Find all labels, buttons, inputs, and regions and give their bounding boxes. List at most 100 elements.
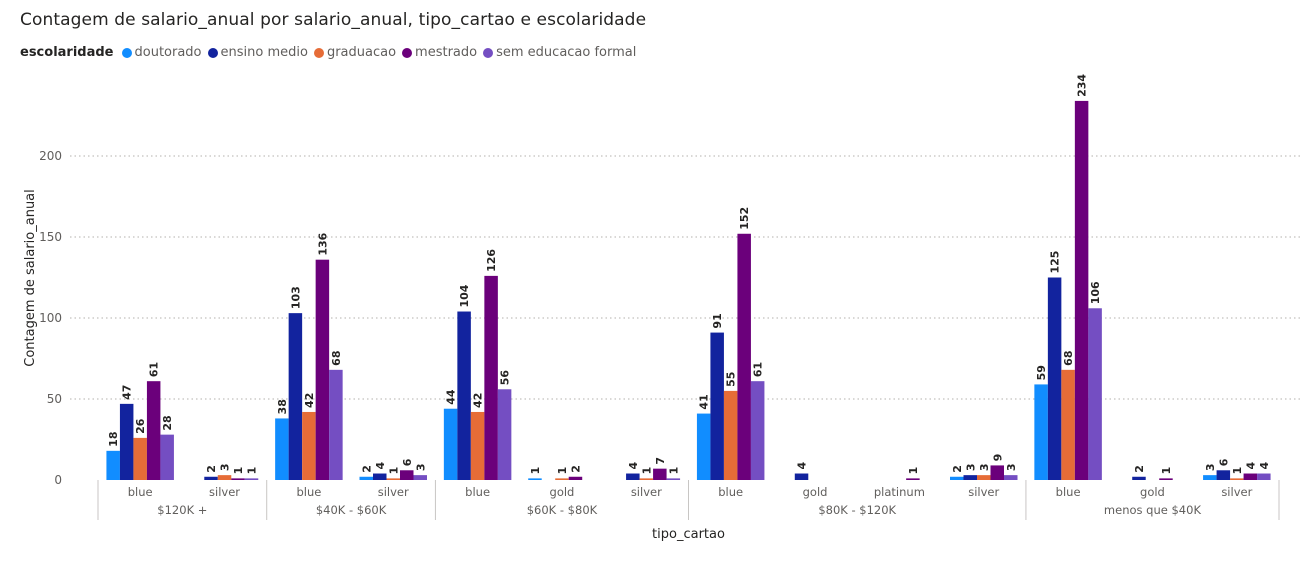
- data-label: 91: [711, 313, 724, 328]
- bar: [1243, 473, 1258, 480]
- data-label: 136: [316, 232, 329, 255]
- bar: [626, 473, 640, 480]
- x-tick-label: silver: [378, 485, 409, 499]
- data-label: 106: [1089, 281, 1102, 304]
- bar: [133, 437, 147, 480]
- data-label: 4: [796, 462, 809, 470]
- data-label: 61: [752, 362, 765, 377]
- legend-marker: [483, 47, 494, 58]
- data-label: 38: [276, 399, 289, 414]
- y-tick-label: 200: [39, 149, 62, 163]
- x-tick-label: blue: [296, 485, 321, 499]
- data-label: 126: [485, 249, 498, 272]
- bar: [275, 418, 289, 480]
- data-label: 4: [1258, 462, 1271, 470]
- bar: [950, 476, 964, 480]
- bar: [737, 233, 751, 480]
- bar: [977, 475, 991, 480]
- bar: [329, 369, 343, 480]
- y-tick-label: 50: [47, 392, 62, 406]
- data-label: 3: [1204, 463, 1217, 471]
- data-label: 68: [330, 351, 343, 366]
- data-label: 26: [134, 418, 147, 434]
- y-tick-label: 100: [39, 311, 62, 325]
- bar: [231, 478, 245, 480]
- x-tick-label: blue: [128, 485, 153, 499]
- data-label: 55: [725, 372, 738, 387]
- bar: [373, 473, 387, 480]
- bar: [106, 450, 120, 480]
- bar: [359, 476, 373, 480]
- legend-label: doutorado: [134, 45, 202, 60]
- x-tick-label: blue: [1056, 485, 1081, 499]
- bar: [315, 259, 330, 480]
- data-label: 3: [219, 463, 232, 471]
- bar: [1257, 473, 1271, 480]
- group-label: $40K - $60K: [316, 503, 387, 517]
- legend-label: mestrado: [415, 45, 478, 60]
- bar: [457, 311, 471, 480]
- bar: [413, 475, 427, 480]
- bar: [1230, 478, 1244, 480]
- legend-item[interactable]: doutorado: [121, 45, 202, 60]
- data-label: 3: [414, 463, 427, 471]
- legend-label: graduacao: [326, 45, 397, 60]
- data-label: 2: [205, 465, 218, 473]
- group-label: $80K - $120K: [818, 503, 896, 517]
- legend-marker: [121, 47, 132, 58]
- y-tick-label: 0: [54, 473, 62, 487]
- bar: [146, 381, 161, 480]
- legend: escolaridade doutorado ensino medio gradua…: [20, 45, 642, 60]
- bar: [555, 478, 569, 480]
- legend-item[interactable]: ensino medio: [207, 45, 308, 60]
- data-label: 56: [499, 370, 512, 386]
- bar: [1216, 470, 1231, 480]
- bar: [696, 413, 711, 480]
- data-label: 6: [401, 458, 414, 466]
- bar: [217, 475, 232, 480]
- data-label: 7: [654, 457, 667, 465]
- legend-label: ensino medio: [220, 45, 308, 60]
- data-label: 1: [387, 467, 400, 475]
- bar: [1159, 478, 1173, 480]
- data-label: 103: [289, 286, 302, 309]
- data-label: 1: [1231, 467, 1244, 475]
- bar: [497, 389, 512, 480]
- data-label: 6: [1217, 458, 1230, 466]
- data-label: 1: [667, 467, 680, 475]
- legend-marker: [402, 47, 413, 58]
- bar: [710, 332, 724, 480]
- x-tick-label: gold: [1140, 485, 1165, 499]
- data-label: 3: [1005, 463, 1018, 471]
- bar: [470, 411, 485, 480]
- legend-item[interactable]: sem educacao formal: [483, 45, 636, 60]
- data-label: 1: [556, 467, 569, 475]
- data-label: 42: [303, 393, 316, 408]
- legend-item[interactable]: graduacao: [313, 45, 397, 60]
- data-label: 4: [627, 462, 640, 470]
- bar: [1034, 384, 1048, 480]
- data-label: 1: [907, 467, 920, 475]
- data-label: 234: [1076, 74, 1089, 97]
- data-label: 2: [569, 465, 582, 473]
- legend-item[interactable]: mestrado: [402, 45, 477, 60]
- bar: [1074, 100, 1089, 481]
- data-label: 47: [121, 385, 134, 400]
- bar: [1047, 277, 1062, 480]
- bar: [484, 275, 498, 480]
- x-tick-label: platinum: [874, 485, 925, 499]
- data-label: 1: [1160, 467, 1173, 475]
- legend-label: sem educacao formal: [496, 45, 637, 60]
- x-tick-label: silver: [1221, 485, 1252, 499]
- bar: [568, 476, 583, 480]
- data-label: 42: [472, 393, 485, 408]
- data-label: 2: [951, 465, 964, 473]
- bar: [666, 478, 681, 480]
- legend-title: escolaridade: [20, 45, 114, 60]
- bar: [528, 478, 542, 480]
- bar: [906, 478, 920, 480]
- bar: [963, 475, 977, 480]
- bar: [288, 313, 303, 480]
